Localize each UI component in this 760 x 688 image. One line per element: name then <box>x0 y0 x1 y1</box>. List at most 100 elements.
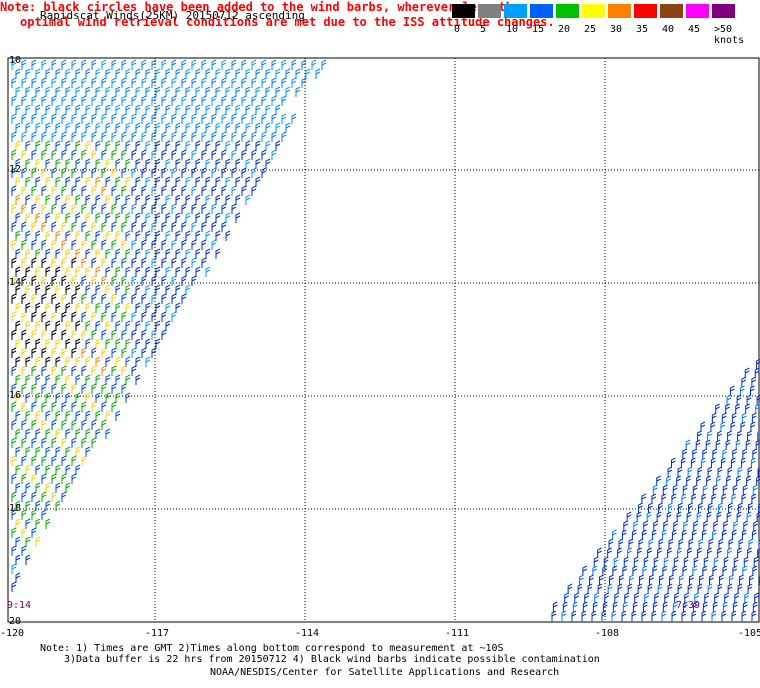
wind-barb <box>255 86 261 97</box>
wind-barb <box>592 601 598 612</box>
wind-barb <box>181 221 187 232</box>
wind-barb <box>71 311 77 322</box>
wind-barb <box>255 176 261 187</box>
wind-barb <box>175 104 181 115</box>
wind-barb <box>121 149 127 160</box>
wind-barb <box>55 338 61 349</box>
wind-barb <box>51 131 57 142</box>
wind-barb <box>648 502 653 513</box>
wind-barb <box>155 212 161 223</box>
wind-barb <box>91 221 97 232</box>
wind-barb <box>15 140 21 151</box>
wind-barb <box>71 437 77 448</box>
wind-barb <box>737 466 743 477</box>
wind-barb <box>567 583 573 594</box>
latitude-label: 18 <box>9 503 22 514</box>
wind-barb <box>145 86 151 97</box>
wind-barb <box>205 140 211 151</box>
wind-barb <box>15 68 21 79</box>
wind-barb <box>55 284 61 295</box>
wind-barb <box>225 86 231 97</box>
wind-barb <box>31 329 37 340</box>
wind-barb <box>81 203 87 214</box>
wind-barb <box>111 185 117 196</box>
wind-barb <box>261 167 267 178</box>
wind-barb <box>721 529 727 540</box>
wind-barb <box>632 565 638 576</box>
longitude-label: -117 <box>145 628 170 639</box>
wind-barb <box>91 257 97 268</box>
wind-barb <box>658 502 663 513</box>
wind-barb <box>111 113 117 124</box>
wind-barb <box>11 311 17 322</box>
wind-barb <box>101 203 107 214</box>
wind-barb <box>171 293 177 304</box>
wind-barb <box>715 439 721 450</box>
wind-barb <box>201 149 207 160</box>
wind-barb <box>31 527 37 538</box>
wind-barb <box>201 167 207 178</box>
wind-barb <box>165 104 171 115</box>
wind-barb <box>111 311 117 322</box>
wind-barb <box>11 293 17 304</box>
wind-barb <box>51 419 57 430</box>
wind-barb <box>11 275 17 286</box>
wind-barb <box>115 86 121 97</box>
pass-time-right: 7:39 <box>676 600 701 611</box>
wind-barb <box>51 77 57 88</box>
wind-barb <box>21 491 27 502</box>
wind-barb <box>31 437 37 448</box>
wind-barb <box>65 266 71 277</box>
wind-barb <box>295 68 301 79</box>
wind-barb <box>81 401 87 412</box>
wind-barb <box>25 446 31 457</box>
wind-barb <box>195 230 201 241</box>
wind-barb <box>185 158 191 169</box>
wind-barb <box>666 475 671 486</box>
wind-barb <box>175 140 181 151</box>
wind-barb <box>698 502 703 513</box>
wind-barb <box>201 221 207 232</box>
wind-barb <box>201 203 207 214</box>
wind-barb <box>165 284 171 295</box>
wind-barb <box>81 311 87 322</box>
wind-barb <box>51 473 57 484</box>
wind-barb <box>21 275 27 286</box>
wind-barb <box>231 149 237 160</box>
wind-barb <box>740 457 746 468</box>
wind-barb <box>55 86 61 97</box>
wind-barb <box>275 140 281 151</box>
wind-barb <box>741 412 747 423</box>
wind-barb <box>612 565 618 576</box>
wind-barb <box>51 257 57 268</box>
wind-barb <box>751 412 757 423</box>
wind-barb <box>695 439 701 450</box>
wind-barb <box>701 529 707 540</box>
wind-barb <box>25 266 31 277</box>
wind-barb <box>11 419 17 430</box>
wind-barb <box>41 239 47 250</box>
wind-barb <box>71 167 77 178</box>
wind-barb <box>690 457 696 468</box>
wind-barb <box>111 401 117 412</box>
wind-barb <box>55 266 61 277</box>
wind-barb <box>155 284 161 295</box>
colorbar-label: 40 <box>662 24 675 35</box>
wind-barb <box>633 520 639 531</box>
wind-barb <box>551 610 557 621</box>
wind-barb <box>151 329 157 340</box>
wind-barb <box>141 203 147 214</box>
wind-barb <box>75 122 81 133</box>
wind-barb <box>301 59 307 70</box>
wind-barb <box>155 266 161 277</box>
wind-barb <box>71 203 77 214</box>
wind-barb <box>587 583 593 594</box>
wind-barb <box>656 511 662 522</box>
wind-barb <box>41 275 47 286</box>
colorbar-label: 0 <box>454 24 461 35</box>
wind-barb <box>171 149 177 160</box>
wind-barb <box>731 529 737 540</box>
wind-barb <box>35 68 41 79</box>
wind-barb <box>175 302 181 313</box>
wind-barb <box>71 95 77 106</box>
